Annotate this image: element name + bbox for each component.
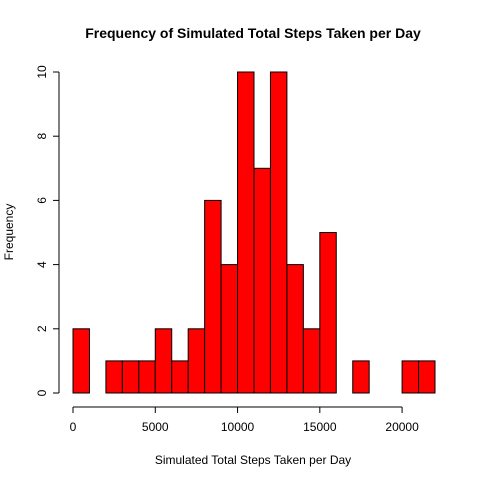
histogram-bar-13000-14000: [286, 264, 304, 394]
histogram-bar-20000-21000: [401, 360, 420, 394]
histogram-bar-17000-18000: [352, 360, 370, 394]
x-tick-label-5000: 5000: [142, 420, 169, 434]
histogram-bar-6000-7000: [171, 360, 189, 394]
histogram-bar-11000-12000: [253, 167, 271, 394]
histogram-bar-9000-10000: [220, 264, 239, 394]
x-tick-label-10000: 10000: [221, 420, 255, 434]
x-tick-label-15000: 15000: [303, 420, 337, 434]
y-tick-label-0: 0: [35, 389, 49, 396]
histogram-bar-8000-9000: [204, 199, 222, 394]
y-tick-label-8: 8: [35, 133, 49, 140]
y-axis-label: Frequency: [2, 204, 16, 261]
histogram-bar-0-1000: [72, 328, 90, 394]
histogram-bar-10000-11000: [237, 71, 255, 394]
y-axis: 0 2 4 6 8 10: [35, 65, 60, 396]
histogram-bar-15000-16000: [319, 232, 337, 394]
histogram-bar-3000-4000: [121, 360, 140, 394]
chart-title: Frequency of Simulated Total Steps Taken…: [85, 25, 421, 41]
x-tick-label-0: 0: [70, 420, 77, 434]
x-axis-label: Simulated Total Steps Taken per Day: [155, 453, 351, 467]
y-tick-label-6: 6: [35, 197, 49, 204]
histogram-bar-5000-6000: [154, 328, 173, 394]
histogram-bar-14000-15000: [302, 328, 321, 394]
bars-group: [72, 71, 436, 394]
histogram-bar-21000-22000: [418, 360, 436, 394]
histogram-bar-7000-8000: [187, 328, 206, 394]
histogram-bar-12000-13000: [269, 71, 288, 394]
x-axis: 0 5000 10000 15000 20000: [70, 406, 419, 434]
y-tick-label-2: 2: [35, 325, 49, 332]
y-tick-label-10: 10: [35, 65, 49, 79]
histogram-bar-2000-3000: [105, 360, 123, 394]
y-tick-label-4: 4: [35, 261, 49, 268]
x-tick-label-20000: 20000: [385, 420, 419, 434]
histogram-bar-4000-5000: [138, 360, 156, 394]
